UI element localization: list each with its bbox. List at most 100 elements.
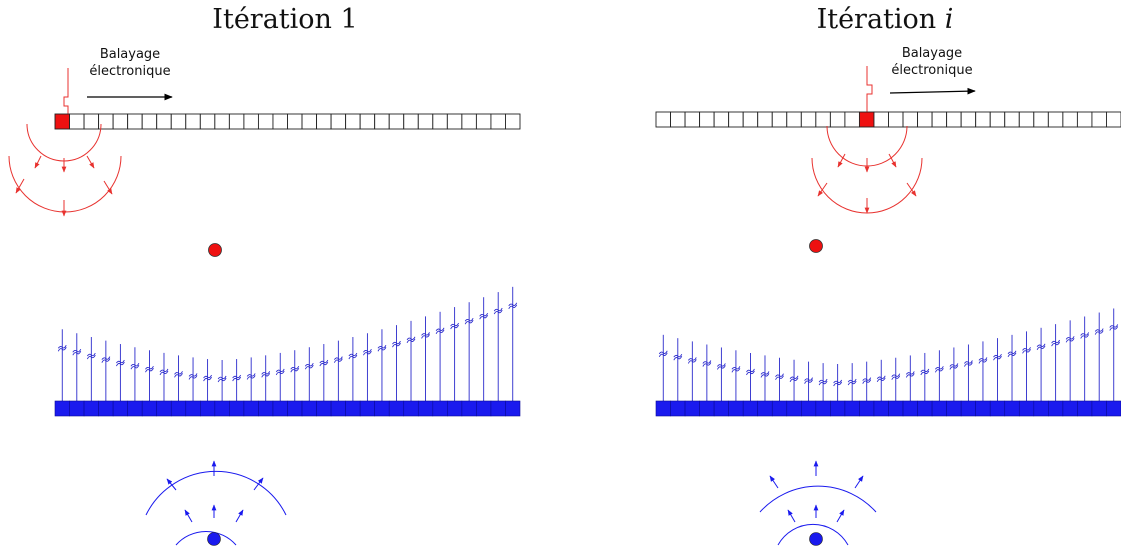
received-trace (378, 329, 386, 401)
receiver-element (1005, 401, 1020, 416)
receiver-element (99, 401, 114, 416)
receiver-element (845, 401, 860, 416)
received-trace (863, 362, 871, 401)
received-trace (979, 341, 987, 401)
emitter-element (171, 114, 186, 129)
emitter-element (801, 112, 816, 127)
received-trace (935, 350, 943, 401)
receiver-element (491, 401, 506, 416)
emitter-element (947, 112, 962, 127)
received-trace (247, 357, 255, 401)
receiver-element (215, 401, 230, 416)
received-trace (305, 347, 313, 401)
received-trace (334, 341, 342, 401)
receiver-element (816, 401, 831, 416)
receiver-element (714, 401, 729, 416)
received-trace (1110, 308, 1118, 401)
feed-wire-left (64, 68, 68, 114)
receiver-element (70, 401, 85, 416)
emitter-element (1106, 112, 1121, 127)
received-trace (131, 347, 139, 401)
received-trace (262, 355, 270, 401)
receiver-element (55, 401, 70, 416)
emitter-element (142, 114, 157, 129)
receiver-element (462, 401, 477, 416)
received-trace (717, 347, 725, 401)
emitter-element (113, 114, 128, 129)
emitter-element (476, 114, 491, 129)
receiver-array-right (656, 401, 1121, 416)
received-trace (1066, 320, 1074, 401)
incoming-wave-left (146, 461, 286, 545)
receiver-element (302, 401, 317, 416)
received-trace (805, 362, 813, 401)
received-trace (175, 355, 183, 401)
receiver-element (360, 401, 375, 416)
emitter-element (1063, 112, 1078, 127)
emitter-element (70, 114, 85, 129)
receiver-element (346, 401, 361, 416)
received-trace (320, 344, 328, 401)
received-trace (746, 353, 754, 401)
emitter-element (1005, 112, 1020, 127)
emitter-element-active (55, 114, 70, 129)
receiver-array-left (55, 401, 520, 416)
receiver-element (758, 401, 773, 416)
emitter-element (244, 114, 259, 129)
emitter-element (729, 112, 744, 127)
received-trace (1023, 331, 1031, 401)
receiver-element (433, 401, 448, 416)
receiver-element (476, 401, 491, 416)
emitter-element (758, 112, 773, 127)
emitter-element (389, 114, 404, 129)
receiver-element (186, 401, 201, 416)
emitter-element (976, 112, 991, 127)
emitter-element (186, 114, 201, 129)
receiver-element (801, 401, 816, 416)
receiver-element (113, 401, 128, 416)
received-trace (204, 359, 212, 401)
received-trace (848, 363, 856, 401)
received-trace (776, 358, 784, 401)
receiver-element (171, 401, 186, 416)
receiver-element (1092, 401, 1107, 416)
receiver-element (404, 401, 419, 416)
emitter-element (200, 114, 215, 129)
emitter-element (317, 114, 332, 129)
emitter-element (1077, 112, 1092, 127)
emitter-element (1048, 112, 1063, 127)
received-trace (349, 337, 357, 401)
emitter-element (288, 114, 303, 129)
receiver-element (1077, 401, 1092, 416)
received-trace (819, 363, 827, 401)
received-trace (834, 364, 842, 401)
receiver-element (447, 401, 462, 416)
emitter-element (491, 114, 506, 129)
received-trace (732, 350, 740, 401)
receiver-element (258, 401, 273, 416)
emitter-element (1019, 112, 1034, 127)
emitter-element (685, 112, 700, 127)
received-trace (1037, 328, 1045, 401)
emitter-element (447, 114, 462, 129)
emitter-element (1092, 112, 1107, 127)
emitter-element (961, 112, 976, 127)
source-point-right (810, 533, 823, 546)
received-trace (73, 333, 81, 401)
receiver-element (229, 401, 244, 416)
received-trace (218, 360, 226, 401)
emitter-element (874, 112, 889, 127)
received-trace (160, 353, 168, 401)
received-trace (465, 302, 473, 401)
emitter-element (903, 112, 918, 127)
receiver-element (787, 401, 802, 416)
received-trace (392, 325, 400, 401)
emitter-element (1034, 112, 1049, 127)
receiver-element (656, 401, 671, 416)
emitter-element (845, 112, 860, 127)
emitter-element-active (859, 112, 874, 127)
receiver-element (976, 401, 991, 416)
receiver-element (288, 401, 303, 416)
received-trace (116, 344, 124, 401)
